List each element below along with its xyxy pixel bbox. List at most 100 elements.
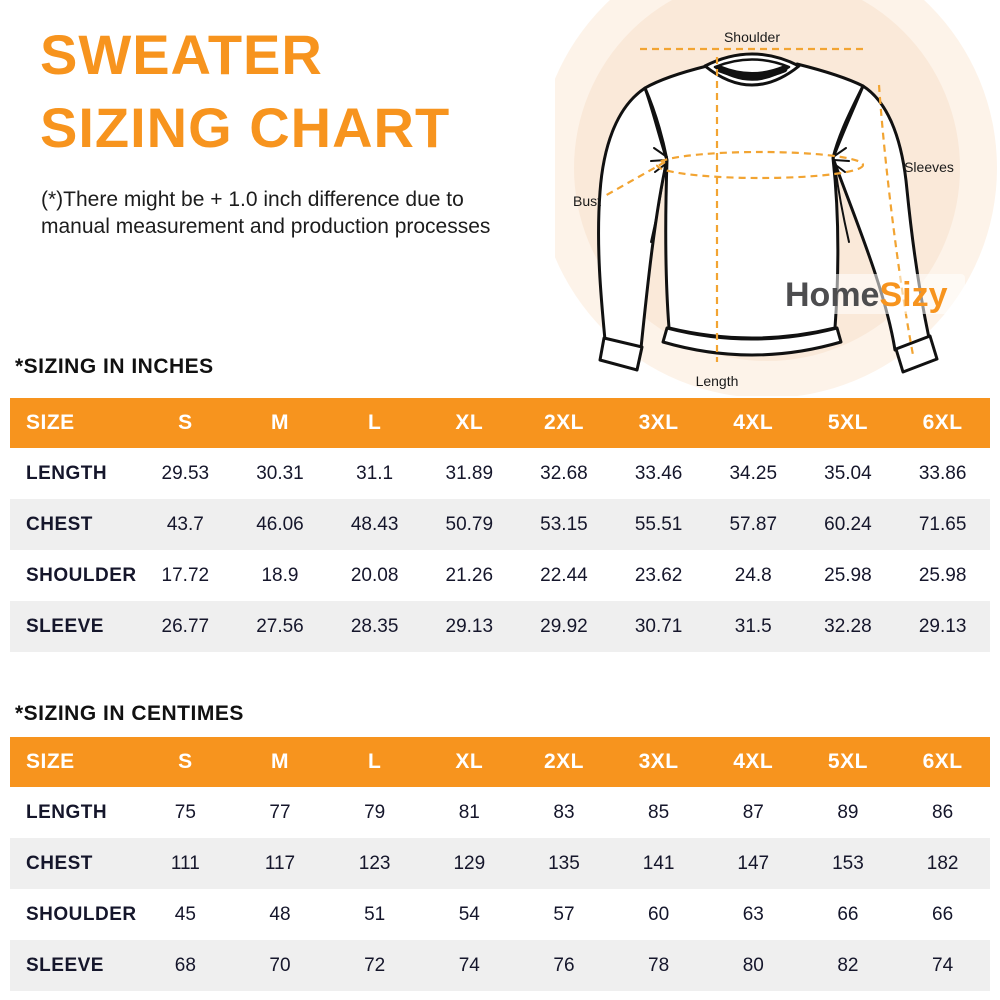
table-header-row: SIZE S M L XL 2XL 3XL 4XL 5XL 6XL bbox=[10, 737, 990, 787]
size-value: 24.8 bbox=[734, 564, 772, 586]
size-value: 74 bbox=[932, 954, 954, 976]
size-value: 30.31 bbox=[256, 462, 304, 484]
size-value: 153 bbox=[832, 852, 864, 874]
size-value: 60 bbox=[648, 903, 670, 925]
size-value: 63 bbox=[742, 903, 764, 925]
size-value: 34.25 bbox=[729, 462, 778, 484]
disclaimer-text: (*)There might be + 1.0 inch difference … bbox=[41, 186, 586, 240]
row-label: CHEST bbox=[26, 852, 93, 874]
logo-text: HomeSizy bbox=[785, 276, 948, 314]
size-value: 129 bbox=[453, 852, 486, 874]
size-value: 51 bbox=[364, 903, 386, 925]
size-value: 123 bbox=[358, 852, 391, 874]
column-header-4xl: 4XL bbox=[705, 398, 801, 448]
size-value: 25.98 bbox=[918, 564, 967, 586]
length-label: Length bbox=[696, 373, 739, 389]
size-value: 29.13 bbox=[445, 615, 494, 637]
size-value: 111 bbox=[170, 852, 200, 874]
sweater-diagram: Shoulder Sleeves Bust Length HomeSizy bbox=[555, 0, 997, 396]
row-label: CHEST bbox=[26, 513, 93, 535]
logo-backdrop bbox=[781, 274, 965, 314]
size-value: 74 bbox=[458, 954, 480, 976]
size-value: 72 bbox=[364, 954, 386, 976]
page-title: SWEATER SIZING CHART bbox=[40, 18, 450, 164]
row-label: SHOULDER bbox=[26, 564, 137, 586]
row-label: LENGTH bbox=[26, 462, 108, 484]
sleeve-measure-line bbox=[877, 84, 915, 356]
column-header-3xl: 3XL bbox=[611, 398, 706, 448]
size-value: 54 bbox=[458, 903, 480, 925]
size-value: 48.43 bbox=[350, 513, 399, 535]
column-header-s: S bbox=[138, 737, 233, 787]
size-value: 46.06 bbox=[256, 513, 304, 535]
column-header-5xl: 5XL bbox=[800, 398, 896, 448]
size-value: 57 bbox=[553, 903, 575, 925]
table-header-row: SIZE S M L XL 2XL 3XL 4XL 5XL 6XL bbox=[10, 398, 990, 448]
column-header-4xl: 4XL bbox=[705, 737, 801, 787]
row-label: SHOULDER bbox=[26, 903, 137, 925]
hero-section: Shoulder Sleeves Bust Length HomeSizy SW… bbox=[0, 0, 1000, 396]
size-value: 35.04 bbox=[824, 462, 872, 484]
size-value: 76 bbox=[553, 954, 575, 976]
size-value: 81 bbox=[458, 801, 480, 823]
centimes-section-heading: *SIZING IN CENTIMES bbox=[15, 702, 244, 725]
table-row-sleeve: SLEEVE 26.77 27.56 28.35 29.13 29.92 30.71 31.5… bbox=[10, 601, 990, 652]
column-header-m: M bbox=[232, 398, 328, 448]
table-row-chest: CHEST 111 117 123 129 135 141 147 153 182 bbox=[10, 838, 990, 889]
size-value: 29.13 bbox=[918, 615, 967, 637]
sleeves-label: Sleeves bbox=[904, 159, 954, 175]
size-value: 20.08 bbox=[350, 564, 399, 586]
shoulder-label: Shoulder bbox=[724, 29, 780, 45]
size-value: 33.86 bbox=[918, 462, 967, 484]
table-row-chest: CHEST 43.7 46.06 48.43 50.79 53.15 55.51 57.87 6… bbox=[10, 499, 990, 550]
measurement-lines bbox=[602, 47, 915, 362]
row-label: SLEEVE bbox=[26, 615, 104, 637]
size-value: 135 bbox=[548, 852, 580, 874]
size-value: 147 bbox=[737, 852, 770, 874]
size-value: 29.92 bbox=[540, 615, 588, 637]
size-value: 21.26 bbox=[445, 564, 494, 586]
size-value: 89 bbox=[837, 801, 859, 823]
size-value: 43.7 bbox=[166, 513, 204, 535]
column-header-m: M bbox=[232, 737, 328, 787]
size-value: 82 bbox=[837, 954, 859, 976]
bust-measure-ellipse bbox=[655, 150, 865, 180]
size-value: 66 bbox=[932, 903, 954, 925]
size-value: 32.28 bbox=[824, 615, 872, 637]
size-value: 29.53 bbox=[161, 462, 210, 484]
table-row-sleeve: SLEEVE 68 70 72 74 76 78 80 82 74 bbox=[10, 940, 990, 991]
size-value: 27.56 bbox=[256, 615, 304, 637]
column-header-l: L bbox=[327, 737, 422, 787]
size-value: 117 bbox=[264, 852, 296, 874]
disclaimer-line-2: manual measurement and production proces… bbox=[41, 215, 491, 238]
column-header-size: SIZE bbox=[10, 398, 138, 448]
column-header-xl: XL bbox=[421, 398, 517, 448]
size-value: 28.35 bbox=[350, 615, 399, 637]
size-value: 32.68 bbox=[540, 462, 588, 484]
title-line-2: SIZING CHART bbox=[40, 96, 451, 159]
inches-section-heading: *SIZING IN INCHES bbox=[15, 355, 214, 378]
size-value: 48 bbox=[269, 903, 291, 925]
size-value: 182 bbox=[926, 852, 959, 874]
size-value: 33.46 bbox=[634, 462, 683, 484]
brand-logo: HomeSizy bbox=[781, 274, 965, 314]
size-value: 80 bbox=[742, 954, 764, 976]
size-value: 22.44 bbox=[540, 564, 588, 586]
table-row-length: LENGTH 75 77 79 81 83 85 87 89 86 bbox=[10, 787, 990, 838]
size-value: 83 bbox=[553, 801, 575, 823]
size-value: 57.87 bbox=[729, 513, 778, 535]
size-value: 31.5 bbox=[734, 615, 772, 637]
column-header-3xl: 3XL bbox=[611, 737, 706, 787]
column-header-5xl: 5XL bbox=[800, 737, 896, 787]
size-value: 66 bbox=[837, 903, 859, 925]
size-value: 71.65 bbox=[918, 513, 967, 535]
size-value: 79 bbox=[364, 801, 386, 823]
column-header-6xl: 6XL bbox=[895, 398, 990, 448]
inches-size-table: SIZE S M L XL 2XL 3XL 4XL 5XL 6XL LENGTH 29.53 30.31… bbox=[10, 398, 990, 652]
size-value: 141 bbox=[642, 852, 675, 874]
row-label: LENGTH bbox=[26, 801, 108, 823]
size-value: 55.51 bbox=[634, 513, 683, 535]
column-header-size: SIZE bbox=[10, 737, 138, 787]
size-value: 77 bbox=[269, 801, 291, 823]
